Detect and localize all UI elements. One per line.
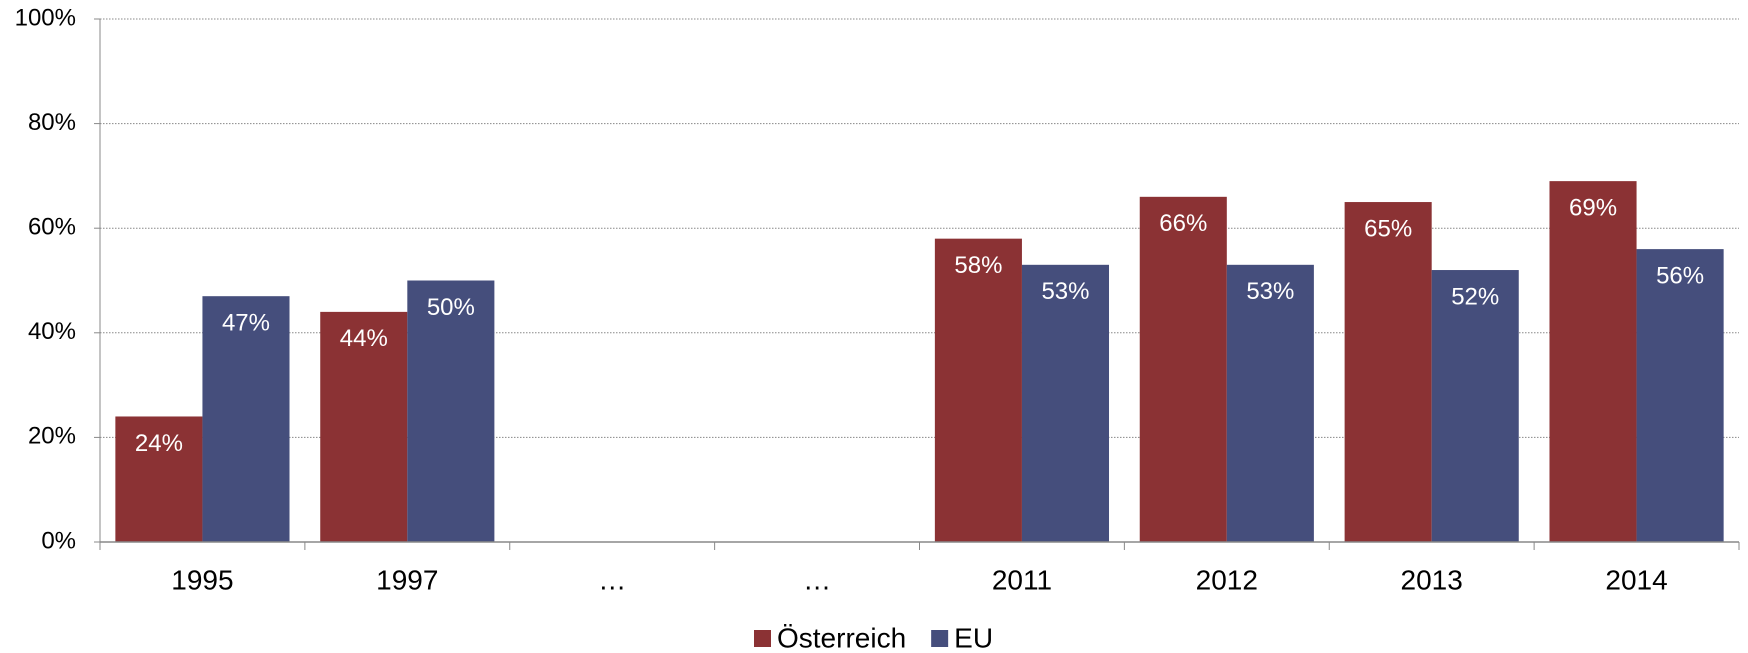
bar xyxy=(934,238,1022,542)
data-label: 47% xyxy=(222,310,270,337)
bar xyxy=(320,311,408,542)
x-tick-label: 1995 xyxy=(171,564,233,595)
bar xyxy=(407,280,495,542)
bar xyxy=(1344,202,1432,543)
bar xyxy=(1431,270,1519,542)
data-label: 69% xyxy=(1569,194,1617,221)
x-tick-label: 2013 xyxy=(1401,564,1463,595)
data-label: 24% xyxy=(135,430,183,457)
data-label: 53% xyxy=(1246,278,1294,305)
bar xyxy=(1226,264,1314,542)
legend-swatch xyxy=(754,630,771,647)
bar xyxy=(1021,264,1110,542)
y-tick-label: 100% xyxy=(15,4,76,31)
x-tick-label: 1997 xyxy=(376,564,438,595)
data-label: 52% xyxy=(1451,283,1499,310)
data-label: 65% xyxy=(1364,215,1412,242)
legend-label: EU xyxy=(954,622,993,653)
data-label: 58% xyxy=(954,252,1002,279)
bar xyxy=(1636,249,1724,542)
y-tick-label: 40% xyxy=(28,318,76,345)
bar xyxy=(1549,181,1637,542)
y-tick-label: 0% xyxy=(41,527,76,554)
bar xyxy=(1139,196,1227,542)
x-tick-label: … xyxy=(803,564,831,595)
y-tick-label: 60% xyxy=(28,214,76,241)
y-tick-label: 20% xyxy=(28,423,76,450)
x-tick-label: … xyxy=(598,564,626,595)
data-label: 66% xyxy=(1159,210,1207,237)
bar xyxy=(115,416,203,542)
data-label: 56% xyxy=(1656,262,1704,289)
x-tick-label: 2011 xyxy=(992,564,1052,595)
data-label: 44% xyxy=(340,325,388,352)
data-label: 53% xyxy=(1041,278,1089,305)
data-label: 50% xyxy=(427,294,475,321)
bar xyxy=(202,296,290,542)
legend-swatch xyxy=(931,630,949,647)
legend-label: Österreich xyxy=(777,622,906,653)
y-tick-label: 80% xyxy=(28,109,76,136)
x-tick-label: 2012 xyxy=(1196,564,1258,595)
x-tick-label: 2014 xyxy=(1605,564,1667,595)
